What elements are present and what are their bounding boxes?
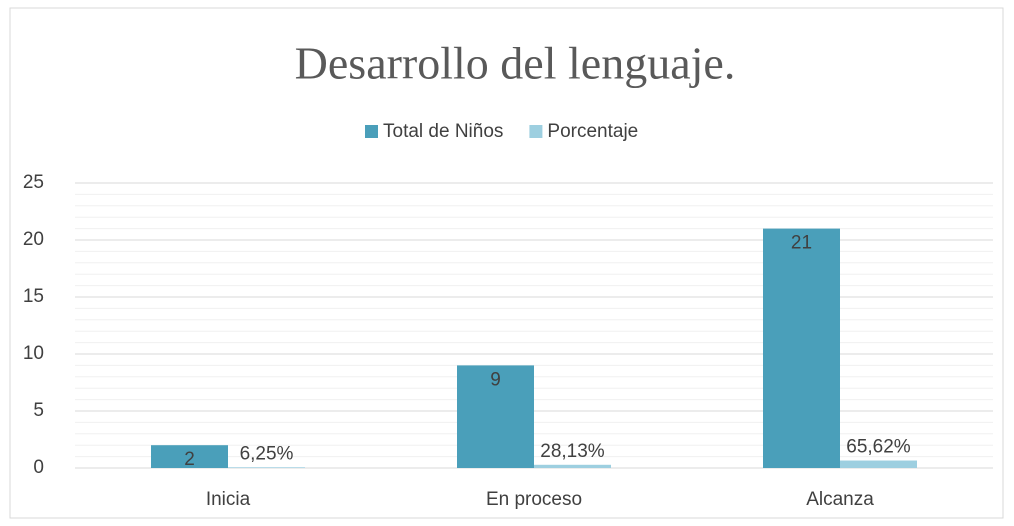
bar	[763, 228, 840, 468]
y-tick-label: 5	[33, 400, 44, 421]
bar	[228, 467, 305, 468]
data-label: 65,62%	[846, 437, 911, 458]
y-tick-label: 10	[23, 343, 44, 364]
bar	[840, 460, 917, 468]
legend-label: Total de Niños	[383, 121, 503, 142]
y-tick-label: 25	[23, 172, 44, 193]
bar	[457, 365, 534, 468]
data-label: 2	[184, 449, 195, 470]
bar	[151, 445, 228, 468]
x-tick-label: Alcanza	[806, 489, 874, 510]
legend-swatch	[529, 125, 543, 138]
y-tick-label: 0	[33, 457, 44, 478]
chart-title: Desarrollo del lenguaje.	[295, 38, 736, 89]
data-label: 21	[791, 233, 812, 254]
data-label: 6,25%	[240, 443, 294, 464]
y-tick-label: 20	[23, 229, 44, 250]
x-tick-label: Inicia	[206, 489, 251, 510]
legend-label: Porcentaje	[547, 121, 638, 142]
data-label: 28,13%	[540, 441, 605, 462]
legend-swatch	[365, 125, 378, 138]
x-tick-label: En proceso	[486, 489, 582, 510]
data-label: 9	[490, 369, 501, 390]
bar	[534, 464, 611, 468]
y-tick-label: 15	[23, 286, 44, 307]
